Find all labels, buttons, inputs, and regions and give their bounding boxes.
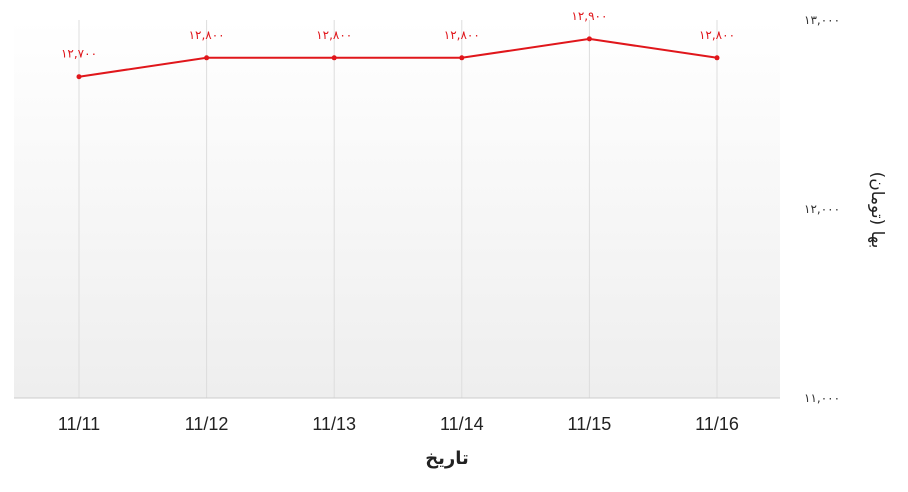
grid-lines <box>78 20 718 398</box>
data-points <box>76 36 720 80</box>
data-labels: ۱۲,۷۰۰ ۱۲,۸۰۰ ۱۲,۸۰۰ ۱۲,۸۰۰ ۱۲,۹۰۰ ۱۲,۸۰۰ <box>61 9 735 61</box>
x-tick-labels: 11/11 11/12 11/13 11/14 11/15 11/16 <box>58 414 739 434</box>
data-point-11-12 <box>204 55 210 61</box>
x-tick-11-12: 11/12 <box>185 414 229 434</box>
y-tick-12000: ۱۲,۰۰۰ <box>804 202 840 216</box>
y-tick-11000: ۱۱,۰۰۰ <box>804 391 840 405</box>
y-axis-title: بها (تومان) <box>867 172 887 249</box>
x-tick-11-16: 11/16 <box>695 414 739 434</box>
data-label-11-16: ۱۲,۸۰۰ <box>699 28 735 42</box>
data-point-11-14 <box>459 55 465 61</box>
x-tick-11-13: 11/13 <box>312 414 356 434</box>
y-tick-labels: ۱۳,۰۰۰ ۱۲,۰۰۰ ۱۱,۰۰۰ <box>804 13 840 405</box>
x-tick-11-11: 11/11 <box>58 414 100 434</box>
data-label-11-13: ۱۲,۸۰۰ <box>316 28 352 42</box>
x-tick-11-14: 11/14 <box>440 414 484 434</box>
data-label-11-12: ۱۲,۸۰۰ <box>189 28 225 42</box>
data-label-11-11: ۱۲,۷۰۰ <box>61 47 97 61</box>
data-point-11-15 <box>586 36 592 42</box>
data-label-11-14: ۱۲,۸۰۰ <box>444 28 480 42</box>
data-point-11-11 <box>76 74 82 80</box>
data-point-11-13 <box>331 55 337 61</box>
data-label-11-15: ۱۲,۹۰۰ <box>571 9 607 23</box>
y-tick-13000: ۱۳,۰۰۰ <box>804 13 840 27</box>
x-tick-11-15: 11/15 <box>568 414 612 434</box>
series-line-price <box>78 37 718 78</box>
data-point-11-16 <box>714 55 720 61</box>
x-axis-title: تاریخ <box>425 448 469 469</box>
plot-area <box>14 20 780 398</box>
